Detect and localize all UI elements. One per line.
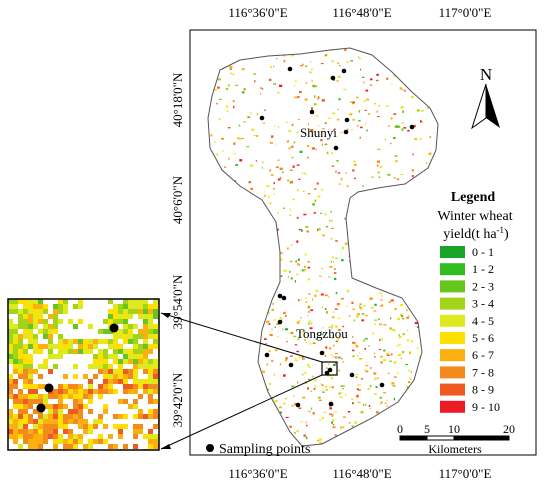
sampling-point <box>324 370 330 376</box>
sampling-point <box>341 68 347 74</box>
north-arrow-icon: N <box>471 65 500 130</box>
sampling-legend: Sampling points <box>206 442 310 457</box>
sampling-points <box>259 66 415 408</box>
top-tick-label: 117°0'0"E <box>439 5 492 20</box>
legend-swatch <box>440 366 465 379</box>
sampling-point <box>379 382 385 388</box>
sampling-point <box>277 319 283 325</box>
sampling-point <box>328 401 334 407</box>
legend-label: 1 - 2 <box>472 262 494 276</box>
sampling-point <box>288 362 294 368</box>
legend-label: 9 - 10 <box>472 400 500 414</box>
top-axis: 116°36'0"E 116°48'0"E 117°0'0"E <box>228 5 491 20</box>
inset-connector-line <box>160 312 323 363</box>
inset-sampling-point <box>44 383 54 393</box>
sampling-point <box>343 129 349 135</box>
bottom-tick-label: 117°0'0"E <box>439 466 492 481</box>
left-tick-label: 40°6'0"N <box>170 175 185 224</box>
sampling-point <box>319 350 325 356</box>
place-label-tongzhou: Tongzhou <box>296 326 348 341</box>
sampling-point <box>281 295 287 301</box>
top-tick-label: 116°36'0"E <box>228 5 287 20</box>
sampling-point <box>259 115 265 121</box>
scale-bar: 0 5 10 20 Kilometers <box>397 422 515 456</box>
sampling-point <box>344 117 350 123</box>
legend-unit: yield(t ha-1) <box>443 225 509 242</box>
zoom-inset <box>7 298 160 451</box>
sampling-point <box>264 352 270 358</box>
legend-swatch <box>440 314 465 327</box>
sampling-point-icon <box>206 444 214 452</box>
inset-sampling-point <box>36 403 46 413</box>
sampling-point <box>327 367 333 373</box>
legend-label: 5 - 6 <box>472 331 494 345</box>
left-tick-label: 39°42'0"N <box>170 372 185 427</box>
legend-label: 8 - 9 <box>472 383 494 397</box>
sampling-point <box>309 109 315 115</box>
legend-label: 2 - 3 <box>472 279 494 293</box>
legend-swatch <box>440 297 465 310</box>
legend-label: 6 - 7 <box>472 348 494 362</box>
bottom-tick-label: 116°48'0"E <box>332 466 391 481</box>
sampling-point <box>330 75 336 81</box>
top-tick-label: 116°48'0"E <box>332 5 391 20</box>
legend-label: 0 - 1 <box>472 245 494 259</box>
sampling-point <box>349 372 355 378</box>
legend: Legend Winter wheat yield(t ha-1) 0 - 1 1… <box>437 190 512 414</box>
inset-sampling-point <box>109 323 119 333</box>
place-label-shunyi: Shunyi <box>300 125 337 140</box>
inset-locator-box <box>321 361 338 376</box>
legend-label: 7 - 8 <box>472 365 494 379</box>
scale-tick: 10 <box>448 422 460 436</box>
legend-swatch <box>440 400 465 413</box>
left-tick-label: 39°54'0"N <box>170 274 185 329</box>
legend-swatch <box>440 246 465 258</box>
sampling-legend-label: Sampling points <box>219 442 310 457</box>
legend-label: 3 - 4 <box>472 297 494 311</box>
scale-tick: 0 <box>397 422 403 436</box>
bottom-tick-label: 116°36'0"E <box>228 466 287 481</box>
inset-connector-line <box>160 374 323 450</box>
legend-swatch <box>440 280 465 293</box>
north-label: N <box>480 65 492 84</box>
legend-subtitle: Winter wheat <box>437 209 512 224</box>
legend-swatch <box>440 383 465 396</box>
sampling-point <box>287 66 293 72</box>
left-axis: 40°18'0"N 40°6'0"N 39°54'0"N 39°42'0"N <box>170 72 185 427</box>
legend-swatch <box>440 349 465 362</box>
sampling-point <box>295 402 301 408</box>
legend-swatch <box>440 332 465 344</box>
sampling-point <box>277 293 283 299</box>
sampling-point <box>409 124 415 130</box>
legend-swatch <box>440 263 465 276</box>
scale-unit: Kilometers <box>428 442 482 456</box>
left-tick-label: 40°18'0"N <box>170 72 185 127</box>
scale-tick: 5 <box>424 422 430 436</box>
legend-title: Legend <box>451 190 496 205</box>
scale-tick: 20 <box>503 422 515 436</box>
bottom-axis: 116°36'0"E 116°48'0"E 117°0'0"E <box>228 466 491 481</box>
legend-label: 4 - 5 <box>472 314 494 328</box>
sampling-point <box>333 145 339 151</box>
